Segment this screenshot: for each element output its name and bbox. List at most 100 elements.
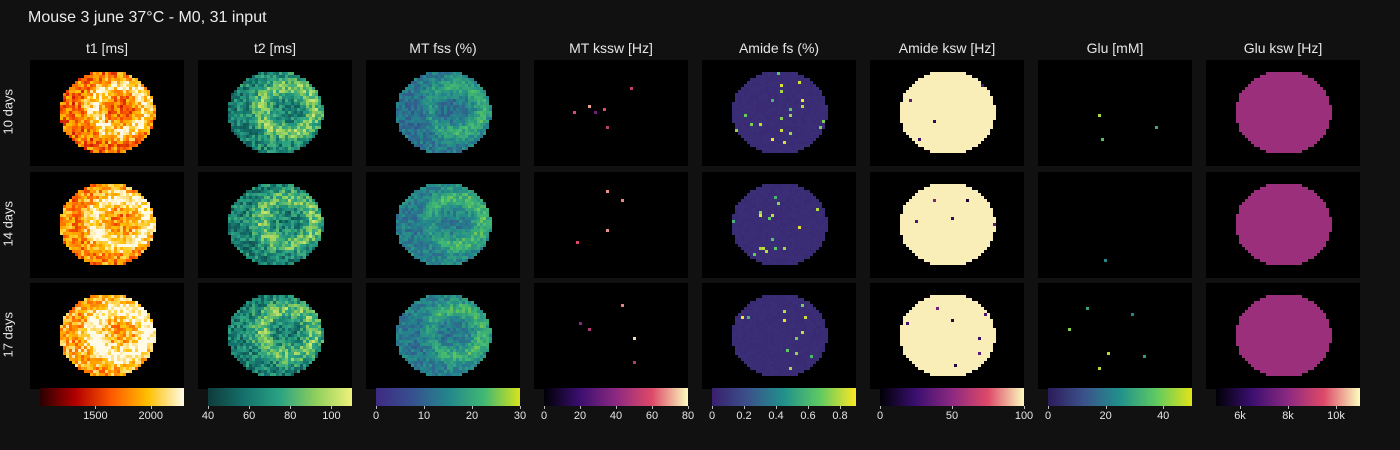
colorbar-tickmark xyxy=(150,406,152,409)
colorbar-tickmark xyxy=(712,406,713,409)
heatmap-t2-0 xyxy=(228,72,324,153)
heatmap-glu_ksw-2 xyxy=(1236,295,1332,376)
colorbar-tick-amide_ksw-2: 100 xyxy=(1014,410,1034,422)
colorbar-tick-glu-1: 20 xyxy=(1099,410,1112,422)
colorbar-tickmark xyxy=(652,406,653,409)
colorbar-tick-mt_kssw-1: 20 xyxy=(573,410,587,422)
colorbar-tickmark xyxy=(424,406,425,409)
colorbar-tickmark xyxy=(1288,406,1289,409)
col-title-t2: t2 [ms] xyxy=(253,40,296,56)
colorbar-tickmark xyxy=(1240,406,1241,409)
panel-t1-0 xyxy=(30,60,184,166)
colorbar-tick-glu_ksw-2: 10k xyxy=(1327,410,1345,422)
heatmap-amide_fs-0 xyxy=(732,72,828,153)
panel-glu-1 xyxy=(1038,172,1192,278)
colorbar-tickmark xyxy=(808,406,809,409)
colorbar-tick-amide_ksw-0: 0 xyxy=(876,410,884,422)
panel-glu_ksw-1 xyxy=(1206,172,1360,278)
heatmap-t1-2 xyxy=(60,295,156,376)
panel-amide_ksw-2 xyxy=(870,283,1024,389)
colorbar-tickmark xyxy=(776,406,777,409)
colorbar-tickmark xyxy=(616,406,617,409)
colorbar-tickmark xyxy=(1163,406,1165,409)
colorbar-tick-mt_kssw-0: 0 xyxy=(540,410,548,422)
colorbar-tick-t1-0: 1500 xyxy=(83,410,108,422)
col-title-glu_ksw: Glu ksw [Hz] xyxy=(1243,40,1323,56)
panel-glu_ksw-0 xyxy=(1206,60,1360,166)
colorbar-tick-glu-0: 0 xyxy=(1044,410,1052,422)
colorbar-tick-amide_fs-3: 0.6 xyxy=(800,410,816,422)
colorbar-tickmark xyxy=(580,406,581,409)
col-title-mt_kssw: MT kssw [Hz] xyxy=(569,40,653,56)
heatmap-amide_fs-1 xyxy=(732,184,828,265)
colorbar-tick-glu-2: 40 xyxy=(1157,410,1170,422)
colorbar-tickmark xyxy=(840,406,841,409)
colorbar-tickmark xyxy=(952,406,953,409)
colorbar-tick-mt_kssw-3: 60 xyxy=(645,410,659,422)
col-title-mt_fss: MT fss (%) xyxy=(409,40,477,56)
heatmap-t2-2 xyxy=(228,295,324,376)
panel-t2-0 xyxy=(198,60,352,166)
colorbar-tick-amide_fs-0: 0 xyxy=(708,410,716,422)
colorbar-tick-amide_ksw-1: 50 xyxy=(945,410,959,422)
panel-glu-0 xyxy=(1038,60,1192,166)
panel-amide_fs-1 xyxy=(702,172,856,278)
colorbar-tickmark xyxy=(1336,406,1337,409)
heatmap-mt_kssw-0 xyxy=(573,87,633,129)
col-title-amide_ksw: Amide ksw [Hz] xyxy=(898,40,996,56)
panel-glu-2 xyxy=(1038,283,1192,389)
colorbar-tick-mt_kssw-2: 40 xyxy=(609,410,623,422)
colorbar-mt_kssw xyxy=(544,388,688,406)
colorbar-tickmark xyxy=(208,406,209,409)
colorbar-amide_ksw xyxy=(880,388,1024,406)
panel-t2-1 xyxy=(198,172,352,278)
colorbar-tickmark xyxy=(376,406,377,409)
colorbar-tick-mt_fss-3: 30 xyxy=(513,410,527,422)
colorbar-tick-mt_fss-1: 10 xyxy=(417,410,431,422)
heatmap-t1-0 xyxy=(60,72,156,153)
heatmap-amide_ksw-0 xyxy=(900,72,996,153)
row-label-0: 10 days xyxy=(0,88,16,135)
heatmap-glu_ksw-0 xyxy=(1236,72,1332,153)
panel-mt_fss-0 xyxy=(366,60,520,166)
colorbar-tickmark xyxy=(95,406,97,409)
colorbar-tick-amide_fs-2: 0.4 xyxy=(768,410,784,422)
panel-mt_kssw-0 xyxy=(534,60,688,166)
row-label-1: 14 days xyxy=(0,200,16,247)
panel-mt_fss-1 xyxy=(366,172,520,278)
colorbar-tick-t1-1: 2000 xyxy=(138,410,164,422)
heatmap-amide_ksw-2 xyxy=(900,295,996,376)
colorbar-tick-mt_kssw-4: 80 xyxy=(681,410,695,422)
colorbar-tick-t2-3: 100 xyxy=(322,410,341,422)
col-title-amide_fs: Amide fs (%) xyxy=(738,40,820,56)
colorbar-tickmark xyxy=(331,406,333,409)
row-label-2: 17 days xyxy=(0,311,16,358)
colorbar-tickmark xyxy=(744,406,745,409)
heatmap-mt_kssw-1 xyxy=(576,190,624,244)
colorbar-tick-t2-2: 80 xyxy=(284,410,297,422)
panel-amide_fs-2 xyxy=(702,283,856,389)
heatmap-mt_fss-0 xyxy=(396,72,492,153)
colorbar-tick-mt_fss-0: 0 xyxy=(372,410,380,422)
panel-t1-2 xyxy=(30,283,184,389)
heatmap-glu-2 xyxy=(1068,307,1146,370)
colorbar-tickmark xyxy=(688,406,689,409)
colorbar-tickmark xyxy=(520,406,521,409)
panel-mt_kssw-1 xyxy=(534,172,688,278)
heatmap-t2-1 xyxy=(228,184,324,265)
heatmap-mt_kssw-2 xyxy=(579,304,636,364)
colorbar-tickmark xyxy=(1048,406,1049,409)
colorbar-tick-glu_ksw-1: 8k xyxy=(1282,410,1294,422)
colorbar-tickmark xyxy=(1024,406,1025,409)
panel-mt_fss-2 xyxy=(366,283,520,389)
colorbar-tickmark xyxy=(472,406,473,409)
colorbar-t2 xyxy=(208,388,352,406)
heatmap-mt_fss-1 xyxy=(396,184,492,265)
heatmap-mt_fss-2 xyxy=(396,295,492,376)
panel-mt_kssw-2 xyxy=(534,283,688,389)
heatmap-amide_ksw-1 xyxy=(900,184,996,265)
colorbar-t1 xyxy=(40,388,184,406)
colorbar-tick-mt_fss-2: 20 xyxy=(465,410,479,422)
heatmap-amide_fs-2 xyxy=(732,295,828,376)
heatmap-glu_ksw-1 xyxy=(1236,184,1332,265)
